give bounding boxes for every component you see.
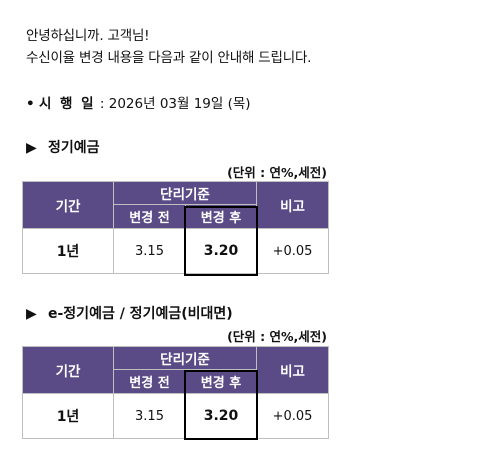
header-before: 변경 전	[113, 203, 186, 230]
header-note: 비고	[256, 346, 329, 394]
cell-note: +0.05	[256, 228, 329, 274]
unit-label-2: (단위 : 연%,세전)	[227, 329, 327, 344]
effective-date-value: 2026년 03월 19일 (목)	[108, 96, 251, 112]
cell-before: 3.15	[113, 393, 186, 439]
triangle-bullet-icon: ▶	[26, 140, 37, 156]
cell-period: 1년	[22, 393, 114, 439]
header-before: 변경 전	[113, 368, 186, 395]
header-note: 비고	[256, 181, 329, 229]
section-title-2: ▶ e-정기예금 / 정기예금(비대면)	[26, 303, 233, 323]
section-title-1: ▶ 정기예금	[26, 137, 100, 157]
greeting-line-2: 수신이율 변경 내용을 다음과 같이 안내해 드립니다.	[26, 50, 312, 66]
rate-table-1: 기간 단리기준 비고 변경 전 변경 후 1년 3.15 3.20 +0.05	[22, 181, 329, 274]
header-period: 기간	[22, 181, 114, 229]
rate-table-2: 기간 단리기준 비고 변경 전 변경 후 1년 3.15 3.20 +0.05	[22, 346, 329, 439]
cell-after: 3.20	[185, 393, 257, 439]
greeting-line-1: 안녕하십니까. 고객님!	[26, 28, 150, 44]
cell-after: 3.20	[185, 228, 257, 274]
cell-period: 1년	[22, 228, 114, 274]
effective-date-label: 시 행 일	[38, 96, 96, 112]
table-row: 1년 3.15 3.20 +0.05	[22, 393, 329, 439]
header-after: 변경 후	[185, 203, 257, 230]
unit-label-1: (단위 : 연%,세전)	[227, 165, 327, 180]
table-row: 1년 3.15 3.20 +0.05	[22, 228, 329, 274]
cell-before: 3.15	[113, 228, 186, 274]
triangle-bullet-icon: ▶	[26, 306, 37, 322]
bullet: •	[26, 96, 35, 112]
header-after: 변경 후	[185, 368, 257, 395]
header-group: 단리기준	[113, 181, 257, 205]
effective-date-separator: :	[95, 96, 109, 112]
section-title-text: e-정기예금 / 정기예금(비대면)	[48, 306, 233, 322]
section-title-text: 정기예금	[48, 140, 100, 156]
cell-note: +0.05	[256, 393, 329, 439]
header-group: 단리기준	[113, 346, 257, 370]
effective-date-line: • 시 행 일 : 2026년 03월 19일 (목)	[26, 92, 251, 112]
header-period: 기간	[22, 346, 114, 394]
